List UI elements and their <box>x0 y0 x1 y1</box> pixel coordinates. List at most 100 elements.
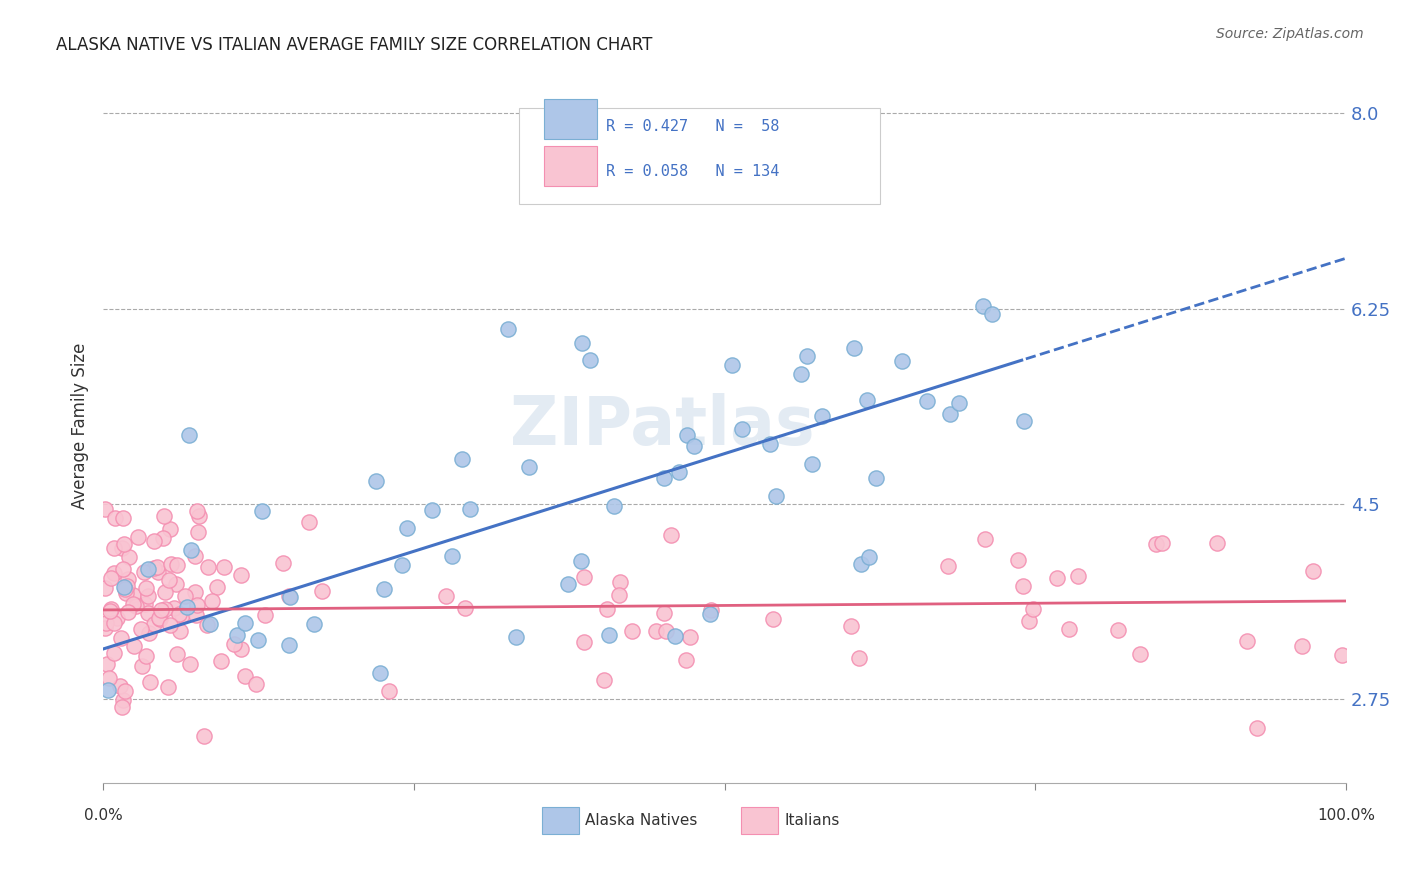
Point <box>1018 615 1040 629</box>
Point <box>842 342 865 356</box>
Point <box>135 648 157 663</box>
Point <box>652 606 675 620</box>
Point <box>159 618 181 632</box>
Point <box>166 558 188 572</box>
Point <box>603 499 626 513</box>
Point <box>271 556 294 570</box>
Text: Source: ZipAtlas.com: Source: ZipAtlas.com <box>1216 27 1364 41</box>
Point <box>127 530 149 544</box>
Point <box>118 549 141 564</box>
Point <box>114 582 136 596</box>
Point <box>94 581 117 595</box>
Point <box>758 437 780 451</box>
FancyBboxPatch shape <box>741 807 778 834</box>
Point <box>572 635 595 649</box>
Point <box>131 658 153 673</box>
Point <box>115 579 138 593</box>
Point <box>163 601 186 615</box>
Point <box>1129 647 1152 661</box>
Point <box>1236 633 1258 648</box>
Point <box>115 585 138 599</box>
Point <box>498 322 520 336</box>
Point <box>112 537 135 551</box>
Point <box>1291 639 1313 653</box>
Point <box>655 624 678 638</box>
Point <box>117 572 139 586</box>
Point <box>187 524 209 539</box>
Point <box>598 628 620 642</box>
Point <box>557 577 579 591</box>
Point <box>193 729 215 743</box>
Text: Italians: Italians <box>785 814 839 829</box>
Point <box>891 354 914 368</box>
Point <box>1067 568 1090 582</box>
Point <box>683 439 706 453</box>
Point <box>180 542 202 557</box>
Point <box>159 522 181 536</box>
Text: 100.0%: 100.0% <box>1317 807 1375 822</box>
Text: Alaska Natives: Alaska Natives <box>585 814 697 829</box>
Point <box>195 617 218 632</box>
Point <box>111 511 134 525</box>
Point <box>96 615 118 630</box>
Point <box>579 352 602 367</box>
Point <box>111 541 134 555</box>
Point <box>177 428 200 442</box>
Point <box>231 568 253 582</box>
Point <box>721 358 744 372</box>
Point <box>595 601 617 615</box>
Point <box>148 611 170 625</box>
Point <box>948 396 970 410</box>
Point <box>1302 565 1324 579</box>
Point <box>153 585 176 599</box>
Point <box>183 585 205 599</box>
Point <box>142 617 165 632</box>
Point <box>200 617 222 632</box>
Point <box>659 528 682 542</box>
Point <box>801 457 824 471</box>
Point <box>153 601 176 615</box>
Point <box>1152 536 1174 550</box>
Point <box>169 624 191 639</box>
Point <box>1057 622 1080 636</box>
Point <box>1046 571 1069 585</box>
Text: 0.0%: 0.0% <box>84 807 122 822</box>
Point <box>176 599 198 614</box>
Point <box>936 558 959 573</box>
Point <box>121 588 143 602</box>
Point <box>278 589 301 603</box>
Point <box>458 502 481 516</box>
Point <box>699 603 721 617</box>
Point <box>150 603 173 617</box>
Point <box>121 597 143 611</box>
Text: R = 0.058   N = 134: R = 0.058 N = 134 <box>606 163 780 178</box>
Point <box>94 621 117 635</box>
Point <box>225 628 247 642</box>
Point <box>250 504 273 518</box>
Point <box>209 654 232 668</box>
Point <box>254 607 277 622</box>
Point <box>152 531 174 545</box>
Point <box>378 683 401 698</box>
Point <box>117 605 139 619</box>
Point <box>131 623 153 637</box>
Point <box>1007 553 1029 567</box>
Point <box>142 533 165 548</box>
Point <box>157 573 180 587</box>
Point <box>796 349 818 363</box>
Point <box>186 504 208 518</box>
Y-axis label: Average Family Size: Average Family Size <box>72 343 89 509</box>
Point <box>246 632 269 647</box>
Point <box>451 451 474 466</box>
Point <box>699 607 721 621</box>
Text: ALASKA NATIVE VS ITALIAN AVERAGE FAMILY SIZE CORRELATION CHART: ALASKA NATIVE VS ITALIAN AVERAGE FAMILY … <box>56 36 652 54</box>
Point <box>762 612 785 626</box>
Point <box>245 677 267 691</box>
Point <box>100 571 122 585</box>
Point <box>517 459 540 474</box>
Point <box>114 684 136 698</box>
Point <box>136 607 159 621</box>
Point <box>94 502 117 516</box>
Point <box>373 582 395 596</box>
Point <box>229 642 252 657</box>
